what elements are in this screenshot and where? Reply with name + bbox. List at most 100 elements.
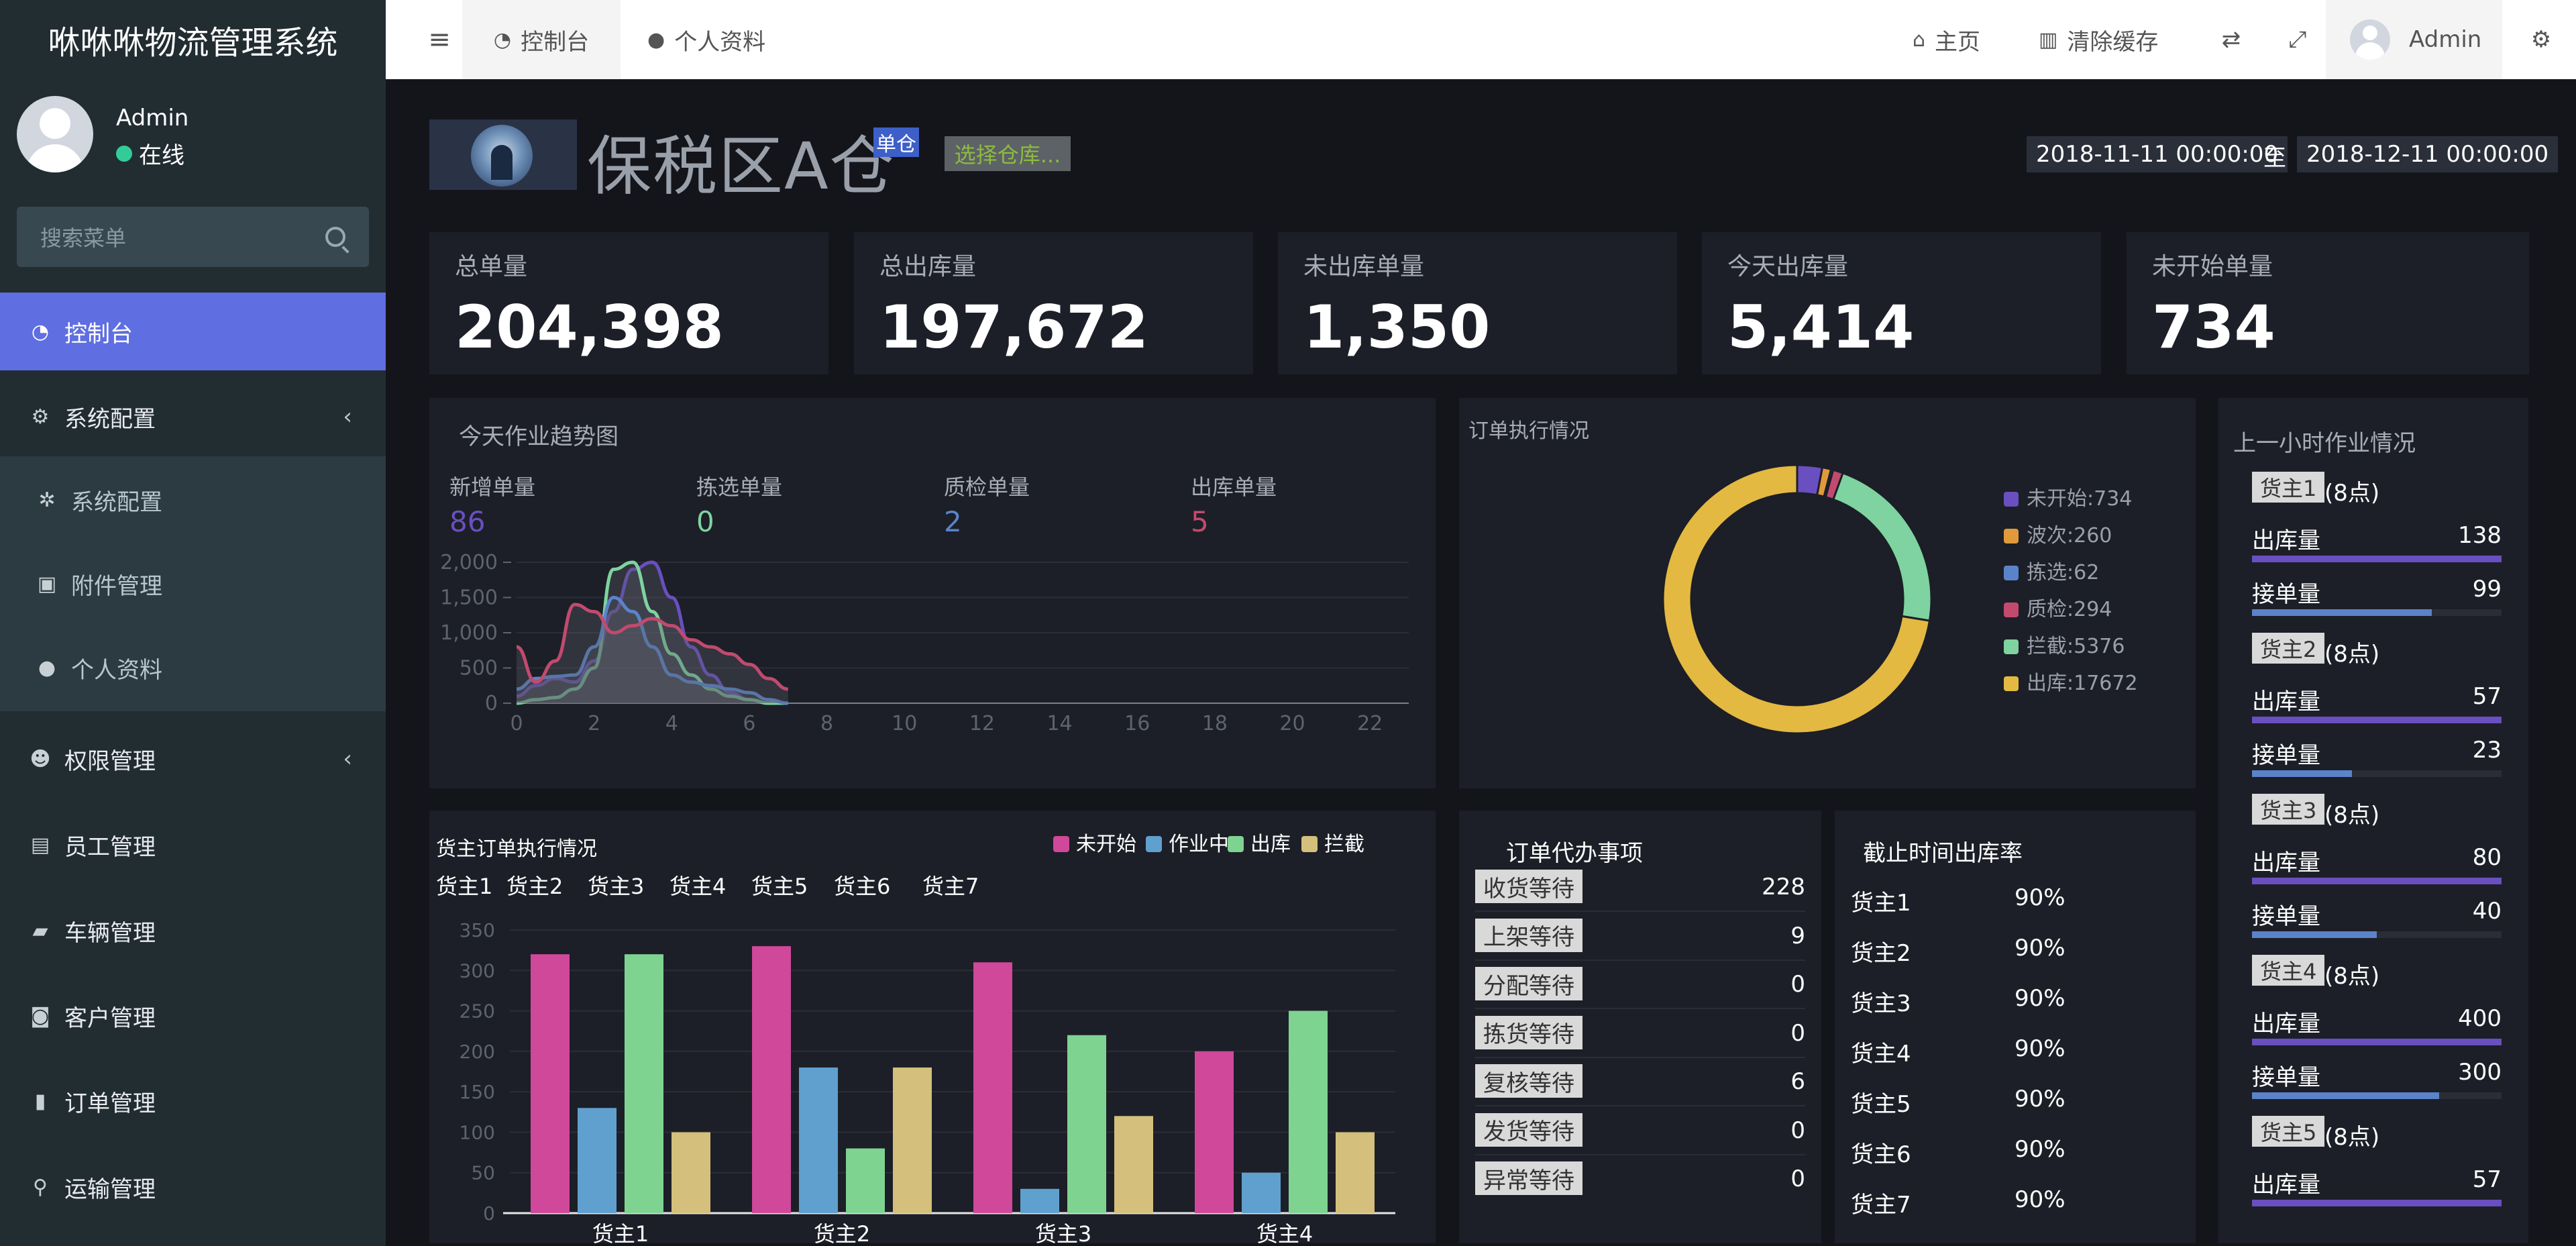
owner-tab[interactable]: 货主7 xyxy=(922,874,979,899)
y-tick-label: 250 xyxy=(460,1000,495,1023)
accept-label: 接单量 xyxy=(2252,742,2320,769)
trend-area-chart: 0 500 1,000 1,500 2,000 0 2 4 6 8 10 12 14 16 18 20 22 xyxy=(440,551,1409,735)
legend-label: 质检:294 xyxy=(2027,598,2112,621)
donut-slice xyxy=(1662,464,1931,735)
owner-tab[interactable]: 货主6 xyxy=(834,874,891,899)
outbound-label: 出库量 xyxy=(2252,688,2320,715)
hour-time: (8点) xyxy=(2324,641,2380,668)
todo-item-label[interactable]: 发货等待 xyxy=(1475,1112,1582,1147)
settings-cogs-icon[interactable]: ⚙ xyxy=(2530,26,2552,53)
legend-swatch xyxy=(2004,529,2019,543)
accept-bar xyxy=(2252,1092,2502,1099)
user-name: Admin xyxy=(116,105,189,132)
outbound-bar-fill xyxy=(2252,1200,2502,1206)
warehouse-select[interactable]: 选择仓库... xyxy=(945,136,1071,171)
x-tick-label: 20 xyxy=(1279,712,1305,735)
owner-tab[interactable]: 货主1 xyxy=(436,874,493,899)
home-link[interactable]: ⌂ 主页 xyxy=(1913,0,2006,79)
avatar xyxy=(17,96,93,172)
fullscreen-icon[interactable]: ⤢ xyxy=(2288,26,2307,53)
sidebar-item-label: 运输管理 xyxy=(64,1176,156,1203)
todo-item-label[interactable]: 收货等待 xyxy=(1475,870,1582,903)
owner-tag: 货主4 xyxy=(2252,955,2325,986)
clear-cache-button[interactable]: ▥ 清除缓存 xyxy=(2039,0,2200,79)
outbound-label: 出库量 xyxy=(2252,1172,2320,1198)
todo-item-label[interactable]: 上架等待 xyxy=(1475,918,1582,952)
hour-time: (8点) xyxy=(2324,802,2380,829)
stat-label: 总出库量 xyxy=(879,253,977,280)
sidebar-subitem-system-config[interactable]: ✲ 系统配置 xyxy=(0,463,386,537)
sidebar-subitem-attachments[interactable]: ▣ 附件管理 xyxy=(0,547,386,621)
outbound-value: 57 xyxy=(2472,683,2502,710)
legend-swatch xyxy=(2004,676,2019,691)
x-tick-label: 货主2 xyxy=(814,1221,870,1243)
sidebar-subitem-profile[interactable]: ● 个人资料 xyxy=(0,631,386,705)
tab-profile[interactable]: ● 个人资料 xyxy=(647,0,808,79)
x-tick-label: 货主4 xyxy=(1256,1221,1313,1243)
bar xyxy=(973,962,1012,1213)
accept-value: 99 xyxy=(2472,576,2502,603)
user-menu[interactable]: Admin xyxy=(2326,0,2502,79)
sidebar-item-staff[interactable]: ▤ 员工管理 xyxy=(0,808,386,882)
legend-swatch xyxy=(2004,603,2019,617)
sidebar-item-vehicles[interactable]: ▰ 车辆管理 xyxy=(0,894,386,968)
kpi-label-qc: 质检单量 xyxy=(944,474,1030,500)
order-execution-panel: 订单执行情况 未开始:734 波次:260 拣选:62 质检:294 拦截:5376 出库… xyxy=(1459,398,2196,788)
search-icon[interactable] xyxy=(325,227,345,247)
y-tick-label: 2,000 xyxy=(440,551,498,574)
sidebar-item-dashboard[interactable]: ◔ 控制台 xyxy=(0,293,386,370)
todo-item-value: 0 xyxy=(1790,1165,1805,1192)
cutoff-title: 截止时间出库率 xyxy=(1863,840,2023,867)
x-tick-label: 8 xyxy=(820,712,833,735)
bar xyxy=(1242,1172,1281,1213)
cutoff-rate: 90% xyxy=(2015,985,2065,1012)
todo-item-label[interactable]: 分配等待 xyxy=(1475,967,1582,1000)
map-marker-icon: ⚲ xyxy=(33,1175,48,1199)
sidebar-item-label: 车辆管理 xyxy=(64,919,156,947)
legend-swatch xyxy=(2004,566,2019,580)
sidebar-item-transport[interactable]: ⚲ 运输管理 xyxy=(0,1150,386,1224)
owner-tab[interactable]: 货主4 xyxy=(669,874,727,899)
hour-time: (8点) xyxy=(2324,1124,2380,1151)
sidebar-item-customers[interactable]: ◙ 客户管理 xyxy=(0,979,386,1053)
user-menu-name: Admin xyxy=(2409,26,2482,53)
todo-item-label[interactable]: 复核等待 xyxy=(1475,1064,1582,1098)
series-line xyxy=(516,560,788,705)
sidebar-item-permissions[interactable]: ☻ 权限管理 ‹ xyxy=(0,722,386,796)
sidebar: 咻咻咻物流管理系统 Admin 在线 搜索菜单 ◔ 控制台 ⚙ 系统配置 ‹ ✲ 系统配… xyxy=(0,0,386,1246)
x-tick-label: 12 xyxy=(969,712,995,735)
stat-value: 197,672 xyxy=(879,293,1148,362)
sidebar-item-system-config[interactable]: ⚙ 系统配置 ‹ xyxy=(0,380,386,454)
language-icon[interactable]: ⇄ xyxy=(2221,26,2241,53)
stat-value: 1,350 xyxy=(1303,293,1491,362)
series-area xyxy=(517,605,788,703)
kpi-label-out: 出库单量 xyxy=(1191,474,1277,500)
bar xyxy=(578,1108,616,1213)
sidebar-search-input[interactable]: 搜索菜单 xyxy=(17,207,369,267)
app-logo[interactable]: 咻咻咻物流管理系统 xyxy=(0,0,386,79)
todo-divider xyxy=(1475,1153,1805,1155)
owner-tab[interactable]: 货主2 xyxy=(506,874,564,899)
todo-item-value: 228 xyxy=(1762,874,1805,900)
tab-label: 控制台 xyxy=(521,28,590,56)
id-card-icon: ▤ xyxy=(30,833,50,857)
sidebar-item-label: 附件管理 xyxy=(71,572,162,600)
outbound-bar xyxy=(2252,556,2502,562)
date-to-input[interactable]: 2018-12-11 00:00:00 xyxy=(2297,136,2559,172)
date-from-input[interactable]: 2018-11-11 00:00:00 xyxy=(2027,136,2288,172)
bar xyxy=(1114,1116,1153,1213)
tab-dashboard[interactable]: ◔ 控制台 xyxy=(462,0,621,79)
owner-orders-panel: 货主订单执行情况 未开始 作业中 出库 拦截 0 50 100 150 200 250 300 350… xyxy=(429,811,1436,1243)
cutoff-rate: 90% xyxy=(2015,1086,2065,1112)
owner-tab[interactable]: 货主3 xyxy=(588,874,645,899)
cutoff-owner: 货主7 xyxy=(1851,1192,1911,1218)
accept-value: 23 xyxy=(2472,737,2502,764)
outbound-label: 出库量 xyxy=(2252,849,2320,876)
owner-tab[interactable]: 货主5 xyxy=(751,874,808,899)
hamburger-menu-icon[interactable]: ≡ xyxy=(428,24,451,55)
todo-item-value: 6 xyxy=(1790,1068,1805,1095)
todo-item-label[interactable]: 拣货等待 xyxy=(1475,1015,1582,1049)
sidebar-item-label: 系统配置 xyxy=(71,488,162,516)
todo-item-label[interactable]: 异常等待 xyxy=(1475,1161,1582,1195)
sidebar-item-orders[interactable]: ▮ 订单管理 xyxy=(0,1064,386,1138)
